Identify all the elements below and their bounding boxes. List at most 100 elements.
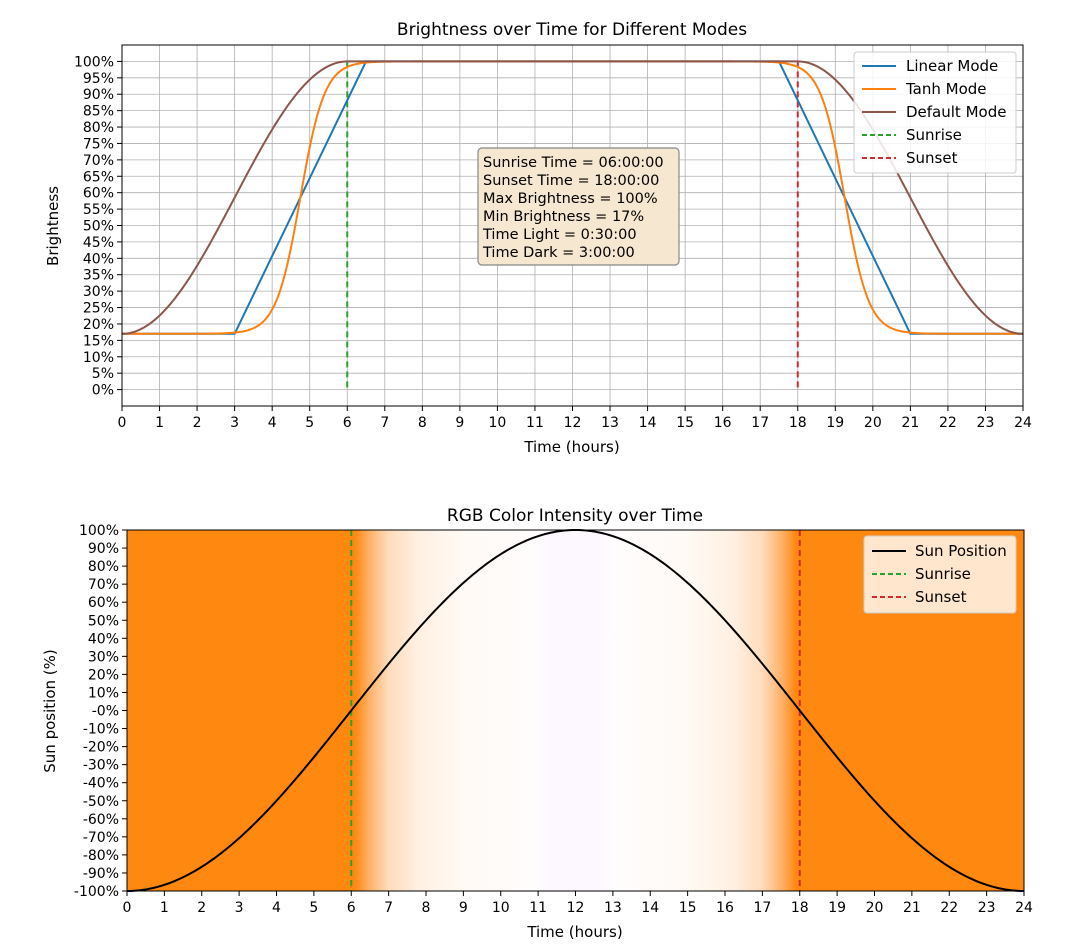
legend-label-sunrise: Sunrise [915, 565, 971, 583]
chart2-legend: Sun Position Sunrise Sunset [863, 535, 1017, 614]
x-tick-label: 8 [422, 900, 431, 916]
annotation-line: Time Light = 0:30:00 [482, 227, 637, 243]
y-tick-label: -40% [83, 776, 119, 792]
chart2-x-axis: 0 1 2 3 4 5 6 7 8 9 10 11 12 13 14 15 16 17 18 19 20 21 22 23 24 [123, 891, 1033, 916]
legend-label-linear: Linear Mode [906, 57, 998, 75]
annotation-line: Sunrise Time = 06:00:00 [483, 155, 664, 171]
x-tick-label: 16 [714, 415, 732, 431]
x-tick-label: 0 [123, 900, 132, 916]
y-tick-label: -30% [83, 758, 119, 774]
y-tick-label: 45% [83, 235, 114, 251]
chart1-y-axis: 0%5%10%15%20%25%30%35%40%45%50%55%60%65%… [74, 54, 122, 399]
y-tick-label: 60% [88, 595, 119, 611]
legend-label-sunset: Sunset [906, 149, 958, 167]
legend-label-sunset: Sunset [915, 588, 967, 606]
x-tick-label: 3 [235, 900, 244, 916]
x-tick-label: 22 [940, 900, 958, 916]
y-tick-label: 65% [83, 169, 114, 185]
y-tick-label: 50% [83, 219, 114, 235]
x-tick-label: 6 [347, 900, 356, 916]
x-tick-label: 13 [604, 900, 622, 916]
y-tick-label: 5% [92, 366, 114, 382]
y-tick-label: -90% [83, 866, 119, 882]
legend-label-tanh: Tanh Mode [905, 80, 987, 98]
x-tick-label: 2 [193, 415, 202, 431]
y-tick-label: 100% [74, 54, 114, 70]
x-tick-label: 1 [160, 900, 169, 916]
x-tick-label: 22 [939, 415, 957, 431]
y-tick-label: 30% [88, 649, 119, 665]
y-tick-label: 25% [83, 301, 114, 317]
y-tick-label: 30% [83, 284, 114, 300]
annotation-line: Max Brightness = 100% [483, 191, 658, 207]
parameters-annotation: Sunrise Time = 06:00:00 Sunset Time = 18… [477, 147, 680, 266]
legend-label-sun-position: Sun Position [915, 542, 1007, 560]
legend-label-default: Default Mode [906, 103, 1006, 121]
x-tick-label: 15 [679, 900, 697, 916]
y-tick-label: 70% [88, 577, 119, 593]
legend-label-sunrise: Sunrise [906, 126, 962, 144]
x-tick-label: 0 [118, 415, 127, 431]
y-tick-label: 10% [88, 685, 119, 701]
x-tick-label: 8 [418, 415, 427, 431]
y-tick-label: -80% [83, 848, 119, 864]
x-tick-label: 3 [230, 415, 239, 431]
y-tick-label: -70% [83, 830, 119, 846]
annotation-line: Time Dark = 3:00:00 [482, 245, 635, 261]
y-tick-label: 50% [88, 613, 119, 629]
annotation-line: Min Brightness = 17% [483, 209, 644, 225]
y-tick-label: 10% [83, 350, 114, 366]
y-tick-label: 80% [88, 559, 119, 575]
x-tick-label: 7 [380, 415, 389, 431]
annotation-line: Sunset Time = 18:00:00 [483, 173, 659, 189]
x-tick-label: 4 [272, 900, 281, 916]
x-tick-label: 1 [155, 415, 164, 431]
x-tick-label: 15 [676, 415, 694, 431]
x-tick-label: 19 [828, 900, 846, 916]
x-tick-label: 20 [864, 415, 882, 431]
y-tick-label: 20% [83, 317, 114, 333]
chart1-title: Brightness over Time for Different Modes [397, 20, 747, 40]
y-tick-label: 55% [83, 202, 114, 218]
y-tick-label: -0% [92, 704, 119, 720]
y-tick-label: 90% [83, 87, 114, 103]
x-tick-label: 18 [789, 415, 807, 431]
x-tick-label: 13 [601, 415, 619, 431]
y-tick-label: 85% [83, 104, 114, 120]
y-tick-label: -10% [83, 722, 119, 738]
y-tick-label: 40% [83, 251, 114, 267]
x-tick-label: 17 [753, 900, 771, 916]
x-tick-label: 12 [564, 415, 582, 431]
chart2-title: RGB Color Intensity over Time [447, 506, 703, 526]
chart2-y-axis: 100% 90% 80% 70% 60% 50% 40% 30% 20% 10% -0% -10% -2… [74, 523, 127, 900]
y-tick-label: -20% [83, 740, 119, 756]
y-tick-label: 40% [88, 631, 119, 647]
x-tick-label: 7 [384, 900, 393, 916]
x-tick-label: 18 [791, 900, 809, 916]
x-tick-label: 9 [455, 415, 464, 431]
x-tick-label: 10 [492, 900, 510, 916]
x-tick-label: 14 [639, 415, 657, 431]
x-tick-label: 12 [567, 900, 585, 916]
x-tick-label: 6 [343, 415, 352, 431]
x-tick-label: 5 [309, 900, 318, 916]
x-tick-label: 9 [459, 900, 468, 916]
y-tick-label: 100% [79, 523, 119, 539]
x-tick-label: 23 [978, 900, 996, 916]
x-tick-label: 14 [641, 900, 659, 916]
chart2-ylabel: Sun position (%) [41, 649, 59, 772]
x-tick-label: 5 [305, 415, 314, 431]
y-tick-label: -50% [83, 794, 119, 810]
y-tick-label: 20% [88, 667, 119, 683]
y-tick-label: 80% [83, 120, 114, 136]
x-tick-label: 11 [529, 900, 547, 916]
y-tick-label: 0% [92, 383, 114, 399]
legend-box [853, 51, 1017, 174]
x-tick-label: 16 [716, 900, 734, 916]
chart1-xlabel: Time (hours) [523, 438, 619, 456]
y-tick-label: 60% [83, 186, 114, 202]
y-tick-label: 75% [83, 136, 114, 152]
x-tick-label: 19 [826, 415, 844, 431]
x-tick-label: 20 [866, 900, 884, 916]
y-tick-label: 90% [88, 541, 119, 557]
